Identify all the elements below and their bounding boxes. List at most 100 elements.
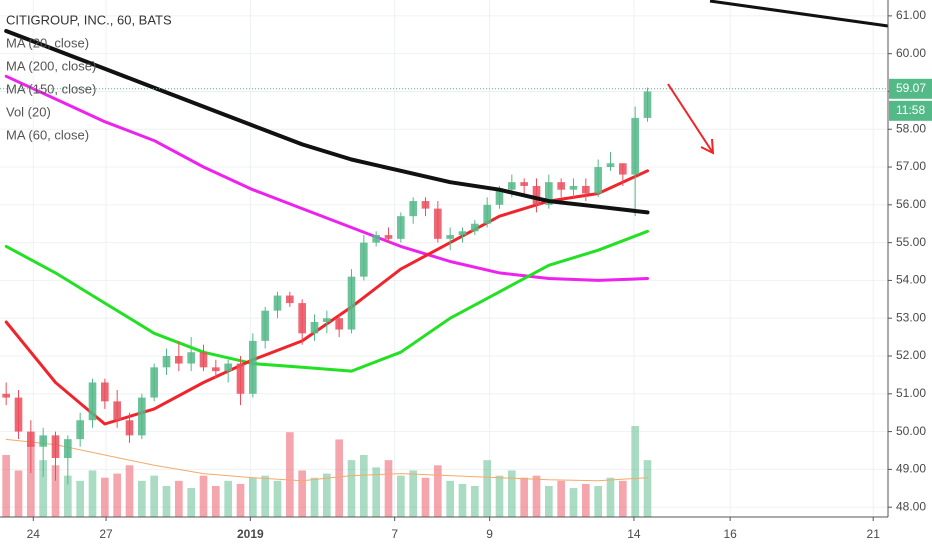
volume-bar: [88, 470, 97, 517]
volume-bar: [113, 473, 121, 517]
y-tick-label: 51.00: [896, 386, 926, 400]
volume-bar: [14, 470, 23, 517]
legend-entry: Vol (20): [6, 104, 51, 119]
volume-bar: [175, 480, 183, 517]
candle-body: [88, 382, 97, 421]
candle-body: [397, 216, 405, 239]
candle-body: [249, 340, 257, 394]
x-tick-label: 2019: [237, 527, 264, 541]
volume-bar: [619, 480, 627, 517]
ma-line: [4, 29, 650, 215]
volume-bar: [545, 485, 553, 517]
countdown-label: 11:58: [896, 103, 925, 117]
volume-bar: [323, 473, 331, 517]
candle-body: [64, 439, 72, 459]
volume-bar: [532, 475, 541, 517]
trend-line: [709, 0, 889, 28]
candle-body: [125, 420, 134, 436]
y-tick-label: 52.00: [896, 348, 926, 362]
candle-body: [631, 117, 639, 175]
volume-bar: [606, 477, 615, 517]
legend-entry: MA (20, close): [6, 35, 89, 50]
y-tick-label: 61.00: [896, 8, 926, 22]
volume-bar: [298, 470, 306, 517]
volume-bar: [409, 470, 417, 517]
candle-body: [101, 382, 109, 402]
price-label: 59.07: [896, 81, 926, 95]
volume-bar: [557, 480, 565, 517]
volume-bar: [199, 475, 208, 517]
candle-body: [335, 318, 343, 330]
volume-bar: [273, 480, 282, 517]
volume-bar: [51, 465, 60, 517]
volume-bar: [138, 480, 146, 517]
plot: [0, 29, 888, 517]
x-tick-label: 16: [723, 527, 737, 541]
volume-bar: [150, 475, 158, 517]
candle-body: [261, 310, 269, 341]
candle-body: [2, 393, 10, 398]
volume-bar: [286, 432, 294, 517]
candle-body: [409, 201, 417, 217]
candle-body: [175, 356, 183, 364]
chart-title: CITIGROUP, INC., 60, BATS: [6, 12, 172, 27]
volume-bar: [249, 477, 257, 517]
candle-body: [569, 185, 578, 190]
volume-bar: [64, 475, 72, 517]
y-tick-label: 54.00: [896, 273, 926, 287]
volume-bar: [76, 480, 84, 517]
volume-bar: [594, 485, 602, 517]
volume-bar: [471, 485, 479, 517]
candle-body: [323, 318, 331, 322]
x-tick-label: 21: [867, 527, 881, 541]
candle-body: [138, 397, 146, 436]
candle-body: [39, 435, 47, 447]
volume-bar: [39, 460, 47, 517]
candle-body: [532, 185, 541, 205]
candle-body: [520, 182, 528, 186]
candle-body: [483, 204, 491, 224]
y-tick-label: 49.00: [896, 462, 926, 476]
volume-bar: [101, 477, 109, 517]
volume-bar: [508, 470, 516, 517]
candle-body: [421, 201, 430, 209]
candle-body: [273, 295, 282, 311]
volume-bar: [582, 483, 590, 517]
volume-bar: [643, 460, 652, 517]
volume-bar: [187, 488, 195, 517]
volume-bar: [224, 480, 232, 517]
candle-body: [113, 401, 121, 421]
y-tick-label: 57.00: [896, 159, 926, 173]
candle-body: [236, 363, 245, 394]
candle-body: [495, 189, 504, 205]
candle-body: [224, 363, 232, 372]
arrow: [667, 83, 715, 155]
candle-body: [212, 367, 220, 372]
volume-bar: [434, 465, 442, 517]
volume-bar: [27, 444, 35, 517]
volume-bar: [458, 483, 467, 517]
x-tick-label: 24: [27, 527, 41, 541]
y-tick-label: 56.00: [896, 197, 926, 211]
candle-body: [446, 235, 454, 239]
candle-body: [51, 435, 60, 459]
x-tick-label: 27: [99, 527, 113, 541]
volume-bar: [372, 467, 380, 517]
candle-body: [434, 208, 442, 239]
volume-bar: [631, 426, 639, 517]
candle-body: [458, 231, 467, 236]
volume-bar: [347, 460, 356, 517]
candle-body: [187, 352, 195, 364]
legend-entry: MA (150, close): [6, 81, 96, 96]
legend-entry: MA (60, close): [6, 127, 89, 142]
volume-bar: [495, 475, 504, 517]
candle-body: [162, 356, 171, 368]
candle-body: [557, 182, 565, 190]
volume-bar: [310, 477, 319, 517]
candle-body: [619, 163, 627, 175]
volume-bar: [236, 483, 245, 517]
countdown-box: [889, 100, 932, 121]
candle-body: [360, 242, 368, 277]
ma-line: [5, 438, 648, 482]
